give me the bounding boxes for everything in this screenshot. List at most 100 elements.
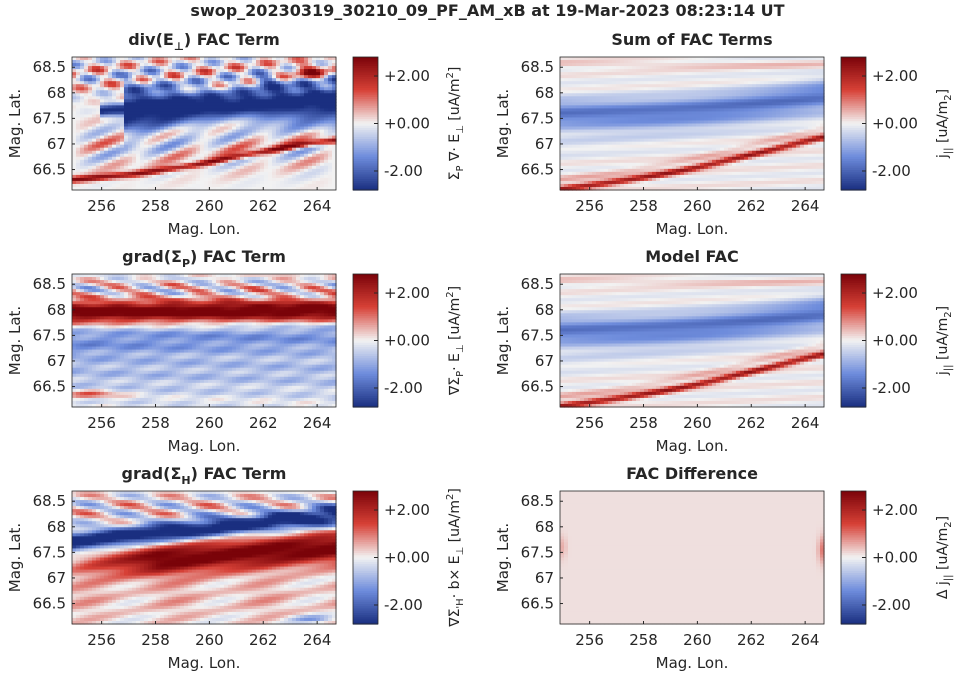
heatmap-cell xyxy=(84,177,89,182)
heatmap-cell xyxy=(120,102,125,106)
heatmap-cell xyxy=(148,150,153,155)
heatmap-cell xyxy=(180,87,185,91)
heatmap-cell xyxy=(88,168,93,173)
heatmap-cell xyxy=(188,60,193,64)
heatmap-cell xyxy=(168,90,173,94)
heatmap-cell xyxy=(148,108,153,113)
heatmap-cell xyxy=(136,156,141,161)
heatmap-cell xyxy=(72,90,77,94)
heatmap-cell xyxy=(104,84,109,88)
heatmap-cell xyxy=(172,159,177,164)
heatmap-cell xyxy=(104,99,109,103)
heatmap-cell xyxy=(100,162,105,167)
heatmap-cell xyxy=(180,144,185,149)
heatmap-cell xyxy=(176,90,181,94)
heatmap-cell xyxy=(168,111,173,116)
heatmap-cell xyxy=(128,141,133,146)
heatmap-cell xyxy=(104,75,109,79)
heatmap-cell xyxy=(172,90,177,94)
heatmap-cell xyxy=(172,114,177,119)
heatmap-cell xyxy=(148,129,153,134)
heatmap-cell xyxy=(80,63,85,67)
heatmap-cell xyxy=(188,102,193,106)
heatmap-cell xyxy=(80,114,85,119)
heatmap-cell xyxy=(180,129,185,134)
heatmap-cell xyxy=(84,81,89,85)
heatmap-cell xyxy=(88,120,93,125)
heatmap-cell xyxy=(100,78,105,82)
heatmap-cell xyxy=(172,147,177,152)
heatmap-cell xyxy=(112,90,117,94)
heatmap-cell xyxy=(156,84,161,88)
heatmap-cell xyxy=(116,186,121,191)
heatmap-cell xyxy=(156,156,161,161)
heatmap-cell xyxy=(164,57,169,61)
heatmap-cell xyxy=(192,138,197,143)
heatmap-cell xyxy=(176,78,181,82)
heatmap-cell xyxy=(188,144,193,149)
heatmap-cell xyxy=(152,60,157,64)
heatmap-cell xyxy=(152,114,157,119)
heatmap-cell xyxy=(140,120,145,125)
heatmap-cell xyxy=(100,156,105,161)
heatmap-cell xyxy=(144,99,149,103)
heatmap-cell xyxy=(196,144,201,149)
heatmap-cell xyxy=(88,75,93,79)
heatmap-cell xyxy=(92,81,97,85)
heatmap-cell xyxy=(88,153,93,158)
heatmap-cell xyxy=(136,117,141,122)
heatmap-cell xyxy=(164,123,169,128)
heatmap-cell xyxy=(104,147,109,152)
heatmap-cell xyxy=(100,159,105,164)
heatmap-cell xyxy=(184,72,189,76)
heatmap-cell xyxy=(144,126,149,131)
heatmap-cell xyxy=(128,90,133,94)
heatmap-cell xyxy=(96,147,101,152)
heatmap-cell xyxy=(104,63,109,67)
heatmap-cell xyxy=(160,78,165,82)
heatmap-cell xyxy=(176,135,181,140)
heatmap-cell xyxy=(176,180,181,185)
heatmap-cell xyxy=(200,81,205,85)
heatmap-cell xyxy=(112,138,117,143)
heatmap-cell xyxy=(76,159,81,164)
heatmap-cell xyxy=(72,63,77,67)
heatmap-cell xyxy=(200,84,205,88)
heatmap-cell xyxy=(192,174,197,179)
heatmap-cell xyxy=(192,171,197,176)
heatmap-cell xyxy=(188,135,193,140)
heatmap-cell xyxy=(164,171,169,176)
heatmap-cell xyxy=(84,87,89,91)
heatmap-cell xyxy=(148,168,153,173)
heatmap-cell xyxy=(116,144,121,149)
heatmap-cell xyxy=(140,102,145,106)
heatmap-cell xyxy=(144,141,149,146)
heatmap-cell xyxy=(100,174,105,179)
heatmap-cell xyxy=(176,117,181,122)
heatmap-cell xyxy=(76,144,81,149)
heatmap-cell xyxy=(100,123,105,128)
heatmap-cell xyxy=(196,90,201,94)
heatmap-cell xyxy=(88,84,93,88)
heatmap-cell xyxy=(88,60,93,64)
heatmap-cell xyxy=(132,135,137,140)
y-tick-label: 66.5 xyxy=(33,161,66,179)
heatmap-cell xyxy=(112,159,117,164)
heatmap-cell xyxy=(176,57,181,61)
heatmap-cell xyxy=(168,114,173,119)
heatmap-cell xyxy=(180,99,185,103)
heatmap-cell xyxy=(144,135,149,140)
heatmap-cell xyxy=(184,75,189,79)
heatmap-cell xyxy=(156,126,161,131)
heatmap-cell xyxy=(180,171,185,176)
heatmap-cell xyxy=(72,159,77,164)
heatmap-cell xyxy=(160,69,165,73)
heatmap-cell xyxy=(108,93,113,97)
heatmap-cell xyxy=(192,96,197,100)
heatmap-cell xyxy=(80,126,85,131)
heatmap-cell xyxy=(80,60,85,64)
heatmap-cell xyxy=(88,180,93,185)
heatmap-cell xyxy=(168,72,173,76)
heatmap-cell xyxy=(108,111,113,116)
heatmap-cell xyxy=(156,87,161,91)
